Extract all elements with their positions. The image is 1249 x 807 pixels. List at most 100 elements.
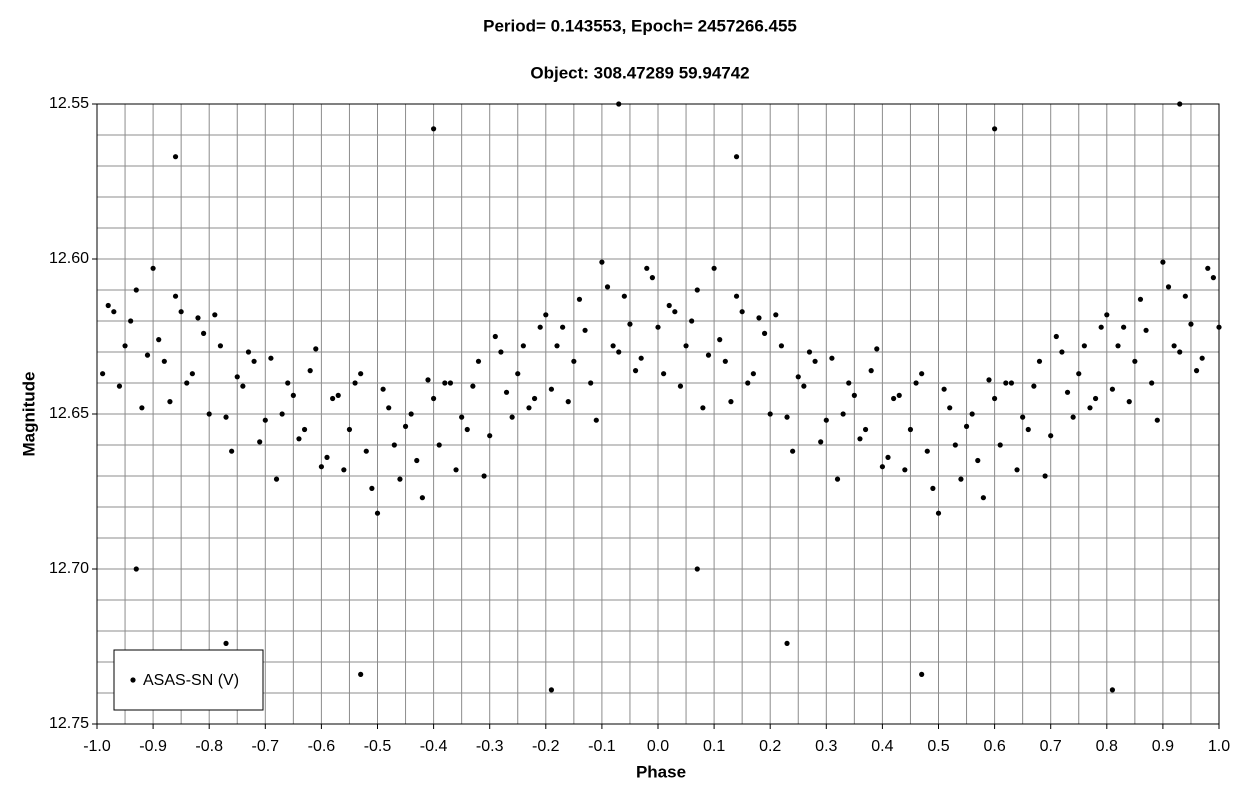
x-tick-label: 0.6 bbox=[983, 738, 1005, 755]
data-point bbox=[425, 377, 431, 383]
data-point bbox=[1149, 380, 1155, 386]
data-point bbox=[1087, 405, 1093, 411]
data-point bbox=[335, 392, 341, 398]
legend-marker bbox=[130, 677, 136, 683]
data-point bbox=[363, 448, 369, 454]
data-point bbox=[801, 383, 807, 389]
data-point bbox=[621, 293, 627, 299]
data-point bbox=[1109, 687, 1116, 693]
data-point bbox=[857, 436, 863, 442]
data-point bbox=[806, 349, 813, 355]
data-point bbox=[346, 426, 353, 433]
data-point bbox=[464, 426, 470, 433]
data-point bbox=[677, 383, 684, 389]
data-point bbox=[705, 352, 712, 358]
data-point bbox=[829, 355, 835, 361]
data-point bbox=[655, 324, 661, 330]
data-point bbox=[436, 442, 442, 448]
data-point bbox=[975, 457, 981, 464]
data-point bbox=[913, 380, 919, 386]
data-point bbox=[694, 287, 700, 293]
data-point bbox=[273, 476, 280, 482]
data-point bbox=[285, 380, 291, 386]
data-point bbox=[391, 442, 397, 448]
data-point bbox=[907, 426, 914, 433]
data-point bbox=[582, 327, 588, 333]
data-point bbox=[610, 343, 616, 349]
data-point bbox=[661, 371, 667, 377]
data-point bbox=[431, 126, 437, 132]
data-point bbox=[492, 333, 498, 340]
data-point bbox=[386, 405, 392, 411]
data-point bbox=[1216, 324, 1222, 330]
data-point bbox=[638, 355, 644, 361]
x-tick-label: 0.2 bbox=[759, 738, 781, 755]
data-point bbox=[896, 392, 902, 398]
data-point bbox=[930, 485, 936, 491]
data-point bbox=[784, 640, 790, 647]
data-point bbox=[947, 405, 953, 411]
data-point bbox=[1020, 414, 1026, 420]
data-point bbox=[245, 349, 252, 355]
data-point bbox=[234, 374, 240, 380]
data-point bbox=[885, 454, 891, 460]
data-point bbox=[1188, 321, 1194, 327]
data-point bbox=[1008, 380, 1015, 386]
data-point bbox=[874, 346, 880, 352]
data-point bbox=[318, 464, 324, 470]
data-point bbox=[1031, 383, 1037, 389]
data-point bbox=[1076, 371, 1082, 377]
data-point bbox=[1053, 333, 1059, 340]
x-tick-label: -0.9 bbox=[139, 738, 167, 755]
data-point bbox=[649, 275, 655, 281]
data-point bbox=[301, 426, 308, 433]
x-tick-label: 0.4 bbox=[871, 738, 893, 755]
data-point bbox=[470, 383, 476, 389]
data-point bbox=[1070, 414, 1076, 420]
data-point bbox=[795, 374, 801, 380]
data-point bbox=[520, 343, 526, 349]
data-point bbox=[369, 485, 375, 491]
data-point bbox=[240, 383, 246, 389]
data-point bbox=[840, 411, 846, 417]
data-point bbox=[700, 405, 706, 411]
data-point bbox=[313, 346, 319, 352]
data-point bbox=[352, 380, 358, 386]
data-point bbox=[1132, 358, 1138, 364]
data-point bbox=[846, 380, 852, 386]
data-point bbox=[105, 302, 111, 309]
y-tick-label: 12.75 bbox=[49, 715, 89, 732]
data-point bbox=[902, 467, 908, 473]
data-point bbox=[150, 265, 156, 271]
y-tick-label: 12.60 bbox=[49, 250, 89, 267]
data-point bbox=[167, 399, 173, 405]
data-point bbox=[223, 640, 229, 647]
data-point bbox=[358, 371, 364, 377]
y-axis-label: Magnitude bbox=[19, 372, 38, 457]
y-tick-label: 12.65 bbox=[49, 405, 89, 422]
data-point bbox=[812, 358, 818, 364]
chart-subtitle: Object: 308.47289 59.94742 bbox=[530, 63, 749, 82]
data-point bbox=[616, 101, 622, 107]
data-point bbox=[1003, 380, 1009, 386]
data-point bbox=[689, 318, 695, 324]
data-point bbox=[195, 315, 201, 321]
data-point bbox=[862, 426, 869, 433]
data-point bbox=[756, 315, 762, 321]
data-point bbox=[986, 377, 992, 383]
data-point bbox=[1109, 386, 1116, 392]
data-point bbox=[722, 358, 728, 364]
x-tick-label: -0.6 bbox=[308, 738, 336, 755]
data-point bbox=[997, 442, 1003, 448]
x-tick-label: -0.5 bbox=[364, 738, 392, 755]
data-point bbox=[251, 358, 257, 364]
data-point bbox=[773, 312, 779, 318]
data-point bbox=[604, 284, 611, 290]
data-point bbox=[1205, 265, 1211, 271]
data-point bbox=[1092, 395, 1099, 402]
data-point bbox=[1154, 417, 1160, 423]
data-point bbox=[189, 371, 195, 377]
data-point bbox=[268, 355, 274, 361]
data-point bbox=[307, 368, 313, 374]
